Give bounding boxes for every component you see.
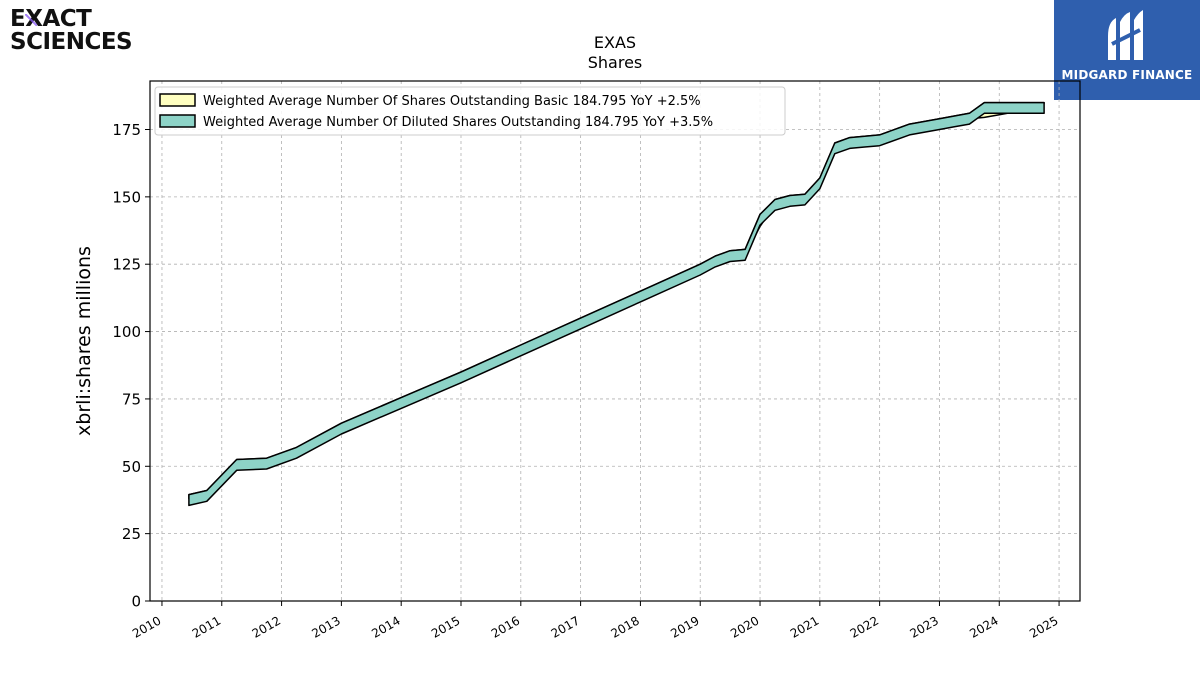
y-tick-label: 75 (122, 390, 141, 408)
legend-swatch (159, 114, 196, 128)
legend: Weighted Average Number Of Shares Outsta… (154, 86, 786, 136)
x-tick-label: 2019 (668, 613, 701, 640)
plot-frame (149, 80, 1081, 602)
midgard-logo-icon (1108, 10, 1143, 60)
legend-entry-label: Weighted Average Number Of Diluted Share… (203, 115, 713, 130)
x-tick-label: 2021 (788, 613, 821, 640)
x-tick-label: 2022 (848, 613, 881, 640)
series-areas (188, 101, 1045, 507)
grid-lines (150, 81, 1080, 602)
series-diluted-area (188, 101, 1045, 507)
x-tick-label: 2014 (369, 613, 402, 640)
legend-box (154, 86, 786, 136)
y-tick-label: 150 (112, 188, 141, 206)
y-tick-label: 50 (122, 458, 141, 476)
x-tick-label: 2023 (907, 613, 940, 640)
x-tick-label: 2017 (549, 613, 582, 640)
chart-title: EXAS (594, 33, 636, 52)
logo-line-1: EXACT (10, 8, 140, 31)
y-tick-label: 125 (112, 256, 141, 274)
x-tick-label: 2016 (489, 613, 522, 640)
logo-line-2: SCIENCES (10, 29, 133, 55)
x-tick-label: 2024 (967, 613, 1000, 640)
x-tick-label: 2015 (429, 613, 462, 640)
x-tick-label: 2012 (250, 613, 283, 640)
y-axis-label: xbrli:shares millions (73, 246, 95, 436)
x-tick-label: 2013 (309, 613, 342, 640)
x-tick-label: 2010 (130, 613, 163, 640)
x-tick-label: 2018 (608, 613, 641, 640)
x-tick-label: 2020 (728, 613, 761, 640)
badge-label: MIDGARD FINANCE (1061, 68, 1193, 82)
exact-sciences-logo: EXACT SCIENCES (10, 8, 140, 56)
x-tick-label: 2025 (1027, 613, 1060, 640)
legend-entry-label: Weighted Average Number Of Shares Outsta… (203, 94, 701, 109)
midgard-finance-badge: MIDGARD FINANCE (1054, 0, 1200, 100)
y-tick-label: 175 (112, 121, 141, 139)
x-tick-label: 2011 (190, 613, 223, 640)
y-tick-label: 100 (112, 323, 141, 341)
chart-subtitle: Shares (588, 53, 643, 72)
y-tick-label: 25 (122, 525, 141, 543)
legend-swatch (159, 93, 196, 107)
axis-ticks: 2010 2011 2012 2013 2014 2015 2016 2017 2018 2019… (112, 121, 1060, 641)
logo-accent-x-icon (25, 14, 37, 26)
y-tick-label: 0 (131, 593, 141, 611)
